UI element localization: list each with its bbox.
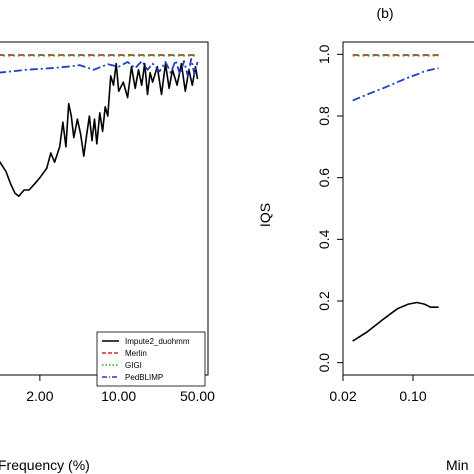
panel-a-x-label: Frequency (%) (0, 457, 90, 473)
panel-a: 2.00 10.00 50.00 Frequency (%) Impute2_duo… (0, 41, 215, 473)
panel-b-y-tick-label: 1.0 (316, 44, 332, 64)
panel-a-series-impute2-duohmm (0, 62, 199, 197)
panel-b-series (352, 54, 439, 342)
panel-a-x-tick-label: 10.00 (101, 388, 136, 404)
panel-b-y-label: IQS (257, 203, 273, 227)
panel-b-y-tick-label: 0.0 (316, 353, 332, 373)
panel-b-series-pedblimp (352, 67, 439, 102)
panel-b-y-tick-label: 0.4 (316, 229, 332, 249)
panel-a-series-pedblimp (0, 58, 199, 77)
legend-entry: GIGI (125, 361, 142, 370)
panel-a-x-tick-label: 50.00 (180, 388, 215, 404)
panel-b: (b) IQS Min 0.0 0.2 0.4 0.6 0.8 1.0 0.02 0.10 (257, 5, 474, 473)
panel-b-y-tick-label: 0.2 (316, 291, 332, 311)
panel-b-label: (b) (376, 5, 393, 21)
legend-entry: Impute2_duohmm (125, 337, 190, 346)
panel-b-x-tick-label: 0.02 (329, 388, 356, 404)
panel-a-frame (0, 41, 209, 376)
panel-b-frame (342, 41, 474, 376)
legend-entry: Merlin (125, 349, 147, 358)
panel-b-y-ticks: 0.0 0.2 0.4 0.6 0.8 1.0 (316, 44, 343, 372)
panel-b-x-tick-label: 0.10 (399, 388, 426, 404)
panel-a-series (0, 54, 199, 197)
panel-b-x-ticks: 0.02 0.10 (329, 375, 427, 404)
panel-b-series-impute2-duohmm (352, 301, 439, 342)
panel-a-x-tick-label: 2.00 (26, 388, 53, 404)
panel-b-x-label: Min (446, 457, 469, 473)
panel-b-y-tick-label: 0.8 (316, 106, 332, 126)
panel-a-legend: Impute2_duohmm Merlin GIGI PedBLIMP (96, 331, 206, 387)
legend-entry: PedBLIMP (125, 373, 163, 382)
panel-b-y-tick-label: 0.6 (316, 168, 332, 188)
panel-a-x-ticks: 2.00 10.00 50.00 (26, 375, 215, 404)
